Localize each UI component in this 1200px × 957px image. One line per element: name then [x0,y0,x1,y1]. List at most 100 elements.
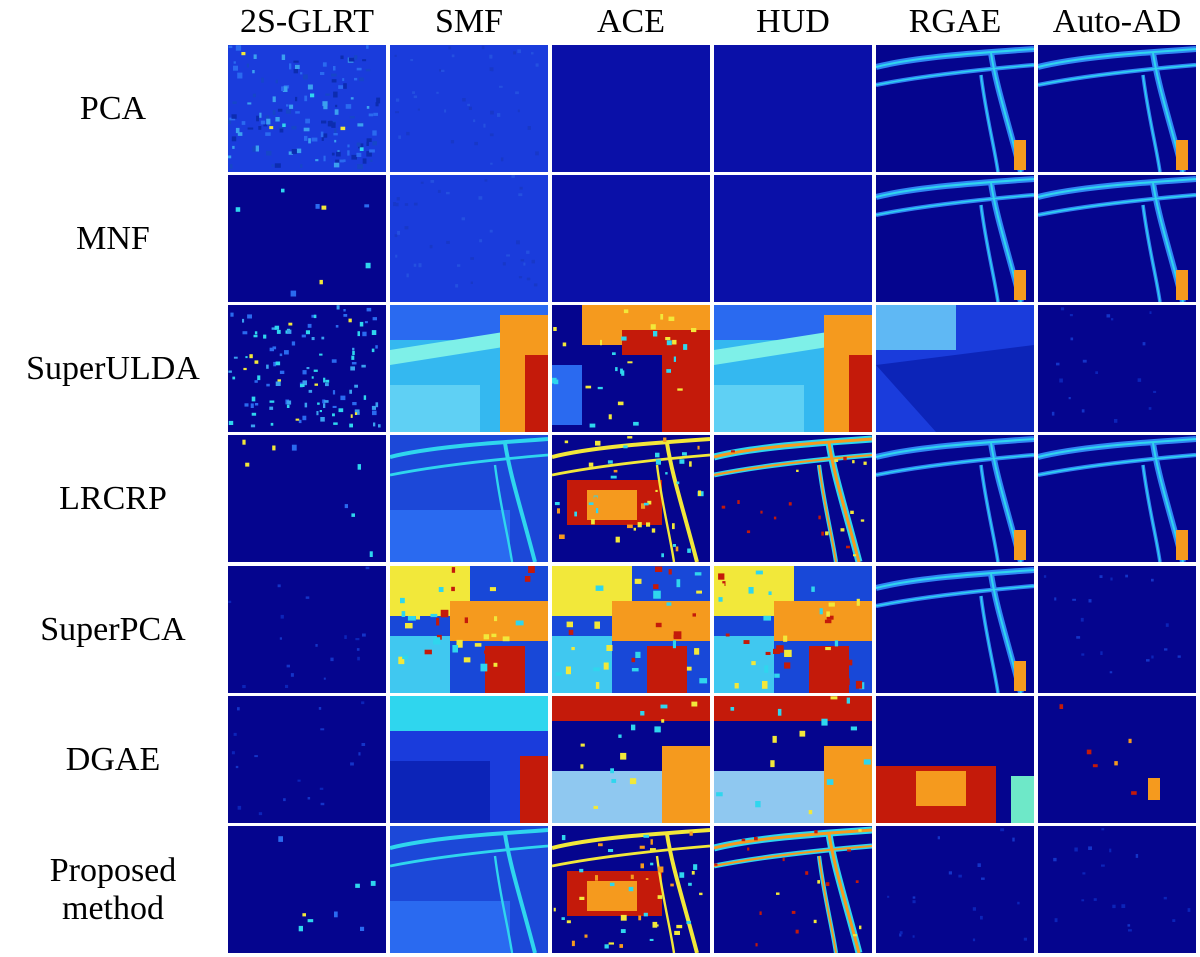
heatmap-image [1038,305,1196,432]
detection-map-mnf-auto-ad [1038,175,1196,302]
heatmap-image [228,566,386,693]
detection-map-superpca-2s-glrt [228,566,386,693]
detection-map-lrcrp-ace [552,435,710,562]
detection-map-superpca-ace [552,566,710,693]
row-label: LRCRP [59,479,167,517]
heatmap-image [228,435,386,562]
detection-map-dgae-ace [552,696,710,823]
heatmap-image [714,696,872,823]
row-header-mnf: MNF [0,175,226,302]
row-header-pca: PCA [0,45,226,172]
heatmap-image [1038,175,1196,302]
heatmap-image [714,435,872,562]
heatmap-image [876,696,1034,823]
heatmap-image [552,45,710,172]
row-label: DGAE [65,740,161,778]
heatmap-image [390,435,548,562]
heatmap-image [1038,435,1196,562]
detection-map-proposed-method-smf [390,826,548,953]
heatmap-image [228,175,386,302]
heatmap-image [552,305,710,432]
detection-map-proposed-method-auto-ad [1038,826,1196,953]
heatmap-image [876,435,1034,562]
detection-map-dgae-auto-ad [1038,696,1196,823]
detection-map-dgae-smf [390,696,548,823]
detection-map-mnf-rgae [876,175,1034,302]
detection-map-superpca-hud [714,566,872,693]
heatmap-image [714,566,872,693]
heatmap-image [228,305,386,432]
heatmap-image [552,175,710,302]
detection-map-dgae-hud [714,696,872,823]
heatmap-image [390,696,548,823]
detection-map-mnf-hud [714,175,872,302]
row-label: Proposed method [49,851,177,927]
column-header-smf: SMF [434,3,504,40]
detection-map-proposed-method-rgae [876,826,1034,953]
heatmap-image [228,826,386,953]
detection-map-lrcrp-hud [714,435,872,562]
detection-map-superulda-auto-ad [1038,305,1196,432]
heatmap-image [552,826,710,953]
column-header-auto-ad: Auto-AD [1052,3,1182,40]
heatmap-image [552,696,710,823]
detection-map-superulda-ace [552,305,710,432]
row-header-superulda: SuperULDA [0,305,226,432]
heatmap-image [1038,45,1196,172]
heatmap-image [714,45,872,172]
heatmap-image [390,175,548,302]
detection-map-superulda-2s-glrt [228,305,386,432]
row-label: SuperPCA [40,610,186,648]
heatmap-image [1038,826,1196,953]
detection-map-pca-rgae [876,45,1034,172]
heatmap-image [228,696,386,823]
detection-map-lrcrp-2s-glrt [228,435,386,562]
row-header-dgae: DGAE [0,696,226,823]
heatmap-image [714,826,872,953]
detection-map-superulda-rgae [876,305,1034,432]
row-header-proposed-method: Proposed method [0,826,226,953]
detection-map-proposed-method-2s-glrt [228,826,386,953]
detection-map-superpca-rgae [876,566,1034,693]
heatmap-image [228,45,386,172]
detection-map-mnf-smf [390,175,548,302]
detection-map-superpca-smf [390,566,548,693]
detection-map-pca-ace [552,45,710,172]
heatmap-image [714,305,872,432]
heatmap-image [1038,566,1196,693]
detection-map-proposed-method-ace [552,826,710,953]
heatmap-image [876,566,1034,693]
heatmap-image [1038,696,1196,823]
heatmap-image [390,45,548,172]
detection-map-superulda-smf [390,305,548,432]
heatmap-image [876,305,1034,432]
column-header-ace: ACE [597,3,665,40]
detection-map-pca-auto-ad [1038,45,1196,172]
column-header-hud: HUD [756,3,830,40]
detection-map-proposed-method-hud [714,826,872,953]
heatmap-image [390,305,548,432]
column-header-2s-glrt: 2S-GLRT [240,3,374,40]
row-header-superpca: SuperPCA [0,566,226,693]
heatmap-image [552,435,710,562]
row-label: MNF [76,219,150,257]
detection-map-mnf-ace [552,175,710,302]
detection-map-pca-smf [390,45,548,172]
heatmap-image [876,45,1034,172]
detection-map-lrcrp-rgae [876,435,1034,562]
detection-map-dgae-rgae [876,696,1034,823]
row-label: SuperULDA [26,349,200,387]
detection-map-pca-2s-glrt [228,45,386,172]
detection-map-superulda-hud [714,305,872,432]
detection-map-superpca-auto-ad [1038,566,1196,693]
heatmap-image [390,826,548,953]
heatmap-image [714,175,872,302]
detection-map-mnf-2s-glrt [228,175,386,302]
heatmap-image [552,566,710,693]
column-header-rgae: RGAE [908,3,1002,40]
detection-map-lrcrp-auto-ad [1038,435,1196,562]
row-header-lrcrp: LRCRP [0,435,226,562]
heatmap-image [876,826,1034,953]
detection-map-dgae-2s-glrt [228,696,386,823]
detection-map-pca-hud [714,45,872,172]
